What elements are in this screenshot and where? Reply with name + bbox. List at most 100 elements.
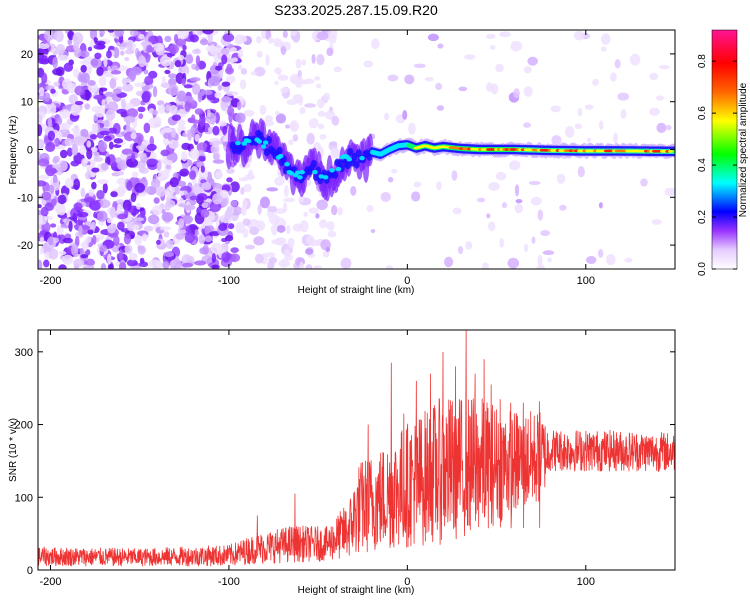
spectrogram-noise-cell	[53, 137, 61, 147]
spectrogram-noise-cell	[47, 117, 53, 128]
spectrogram-noise-cell	[190, 114, 196, 122]
spectrogram-noise-cell	[452, 207, 462, 215]
spectrogram-noise-cell	[243, 199, 248, 208]
snr-x-tick-label: -200	[39, 576, 61, 588]
spectrogram-noise-cell	[74, 235, 80, 247]
spectrogram-noise-cell	[221, 81, 231, 87]
spectrogram-noise-cell	[38, 180, 47, 187]
spectrogram-noise-cell	[413, 63, 426, 68]
spectrogram-noise-cell	[90, 200, 101, 211]
spectrogram-noise-cell	[108, 141, 114, 150]
spectrogram-noise-cell	[316, 83, 322, 89]
spectrogram-noise-cell	[220, 47, 229, 56]
spectrogram-noise-cell	[181, 151, 188, 162]
spectrogram-noise-cell	[303, 211, 309, 217]
spectrogram-signal-core	[284, 161, 290, 167]
spectrogram-noise-cell	[169, 177, 179, 188]
spectrogram-noise-cell	[126, 259, 138, 267]
spectrogram-noise-cell	[168, 44, 179, 55]
snr-series-line	[38, 330, 675, 567]
spectrogram-noise-cell	[151, 110, 159, 115]
spectrogram-noise-cell	[56, 43, 66, 55]
spectrogram-noise-cell	[109, 78, 117, 89]
spectrogram-noise-cell	[537, 254, 543, 267]
spectrogram-noise-cell	[155, 260, 163, 269]
spectrogram-noise-cell	[113, 138, 124, 144]
spectrogram-noise-cell	[194, 65, 200, 71]
spectrogram-noise-cell	[39, 247, 45, 255]
spectrogram-noise-cell	[181, 215, 194, 224]
spectrogram-noise-cell	[380, 191, 391, 202]
spectrogram-noise-cell	[295, 58, 302, 69]
spectrogram-noise-cell	[105, 96, 113, 104]
spectrogram-noise-cell	[82, 265, 95, 269]
spectrogram-y-tick-label: 10	[21, 97, 33, 109]
spectrogram-noise-cell	[609, 72, 617, 82]
spectrogram-noise-cell	[218, 223, 228, 231]
spectrogram-noise-cell	[328, 30, 338, 39]
spectrogram-noise-cell	[173, 33, 179, 44]
spectrogram-noise-cell	[82, 158, 89, 164]
colorbar-tick-label: 0.4	[697, 158, 708, 172]
spectrogram-noise-cell	[436, 105, 445, 111]
spectrogram-noise-cell	[340, 257, 352, 269]
spectrogram-noise-cell	[274, 67, 282, 74]
spectrogram-noise-cell	[87, 63, 93, 74]
spectrogram-noise-cell	[99, 130, 110, 136]
spectrogram-noise-cell	[41, 55, 48, 63]
spectrogram-noise-cell	[43, 259, 50, 268]
spectrogram-noise-cell	[152, 205, 163, 216]
spectrogram-noise-cell	[158, 104, 166, 114]
spectrogram-noise-cell	[226, 168, 235, 174]
spectrogram-noise-cell	[237, 49, 244, 59]
spectrogram-noise-cell	[240, 187, 245, 195]
spectrogram-noise-cell	[197, 30, 203, 36]
spectrogram-noise-cell	[488, 181, 500, 191]
spectrogram-noise-cell	[128, 252, 138, 261]
spectrogram-noise-cell	[370, 228, 376, 234]
spectrogram-noise-cell	[74, 85, 85, 96]
spectrogram-signal-core	[322, 175, 329, 180]
spectrogram-noise-cell	[196, 142, 208, 153]
spectrogram-noise-cell	[649, 72, 659, 81]
spectrogram-noise-cell	[66, 147, 73, 157]
spectrogram-noise-cell	[99, 245, 108, 253]
snr-x-tick-label: -100	[218, 576, 240, 588]
spectrogram-noise-cell	[71, 127, 80, 132]
spectrogram-noise-cell	[164, 35, 172, 43]
spectrogram-noise-cell	[314, 76, 321, 81]
spectrogram-noise-cell	[283, 185, 289, 198]
spectrogram-noise-cell	[133, 217, 145, 222]
spectrogram-signal-core	[297, 175, 303, 180]
spectrogram-noise-cell	[169, 259, 182, 269]
spectrogram-noise-cell	[213, 152, 220, 161]
spectrogram-noise-cell	[427, 33, 439, 42]
spectrogram-noise-cell	[90, 221, 97, 230]
spectrogram-noise-cell	[90, 146, 98, 153]
spectrogram-noise-cell	[130, 192, 137, 203]
spectrogram-noise-cell	[98, 87, 104, 96]
spectrogram-noise-cell	[229, 47, 237, 53]
spectrogram-noise-cell	[153, 42, 165, 52]
spectrogram-noise-cell	[87, 46, 93, 52]
spectrogram-noise-cell	[90, 57, 102, 69]
spectrogram-noise-cell	[148, 84, 154, 89]
spectrogram-noise-cell	[38, 158, 50, 167]
spectrogram-noise-cell	[435, 82, 443, 91]
spectrogram-noise-cell	[577, 166, 585, 178]
spectrogram-noise-cell	[106, 50, 112, 59]
spectrogram-signal-core	[294, 170, 301, 175]
spectrogram-noise-cell	[109, 206, 116, 219]
spectrogram-noise-cell	[107, 263, 114, 269]
spectrogram-noise-cell	[261, 30, 267, 40]
spectrogram-noise-cell	[124, 57, 130, 62]
spectrogram-y-axis: -20 -10 0 10 20	[17, 49, 675, 252]
spectrogram-noise-cell	[76, 211, 89, 218]
spectrogram-noise-cell	[93, 44, 106, 50]
spectrogram-noise-cell	[274, 110, 280, 116]
spectrogram-signal-band	[276, 146, 283, 155]
spectrogram-signal-core	[359, 155, 365, 161]
spectrogram-noise-cell	[308, 207, 319, 214]
spectrogram-noise-cell	[103, 56, 108, 68]
